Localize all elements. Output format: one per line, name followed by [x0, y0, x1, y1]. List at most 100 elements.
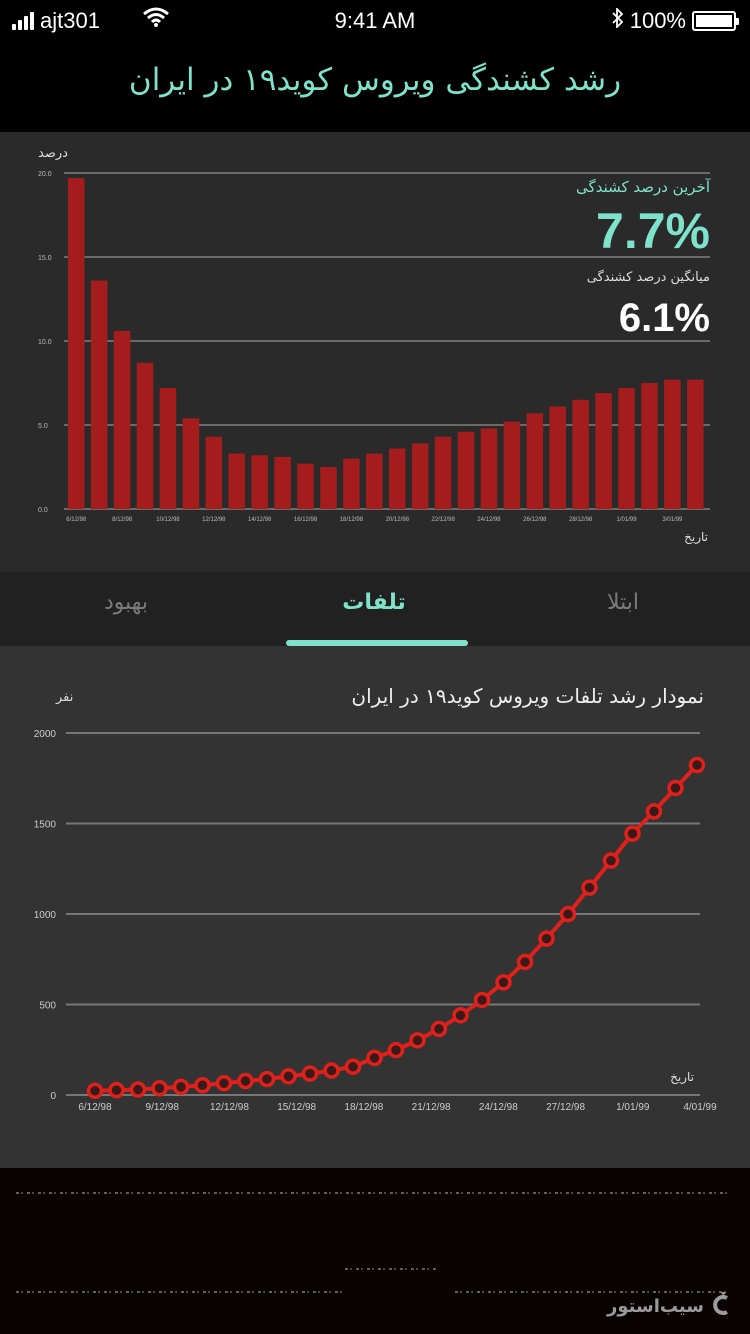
x-tick-label: 22/12/98 [431, 517, 455, 523]
x-tick-label: 10/12/98 [156, 517, 180, 523]
bar [136, 362, 154, 509]
x-tick-label: 9/12/98 [146, 1102, 180, 1113]
status-time: 9:41 AM [334, 8, 416, 33]
bar [182, 418, 200, 509]
bar [228, 453, 246, 509]
data-point [602, 852, 620, 869]
y-tick-label: 2000 [34, 729, 57, 740]
x-tick-label: 28/12/98 [569, 517, 593, 523]
bar [205, 436, 223, 509]
status-bar: ajt301 9:41 AM 100% [0, 0, 750, 40]
data-point [409, 1032, 426, 1049]
watermark: سیب‌استور [607, 1290, 732, 1321]
data-point [172, 1078, 190, 1096]
data-point [624, 825, 641, 842]
bar [389, 448, 406, 509]
x-tick-label: 12/12/98 [210, 1102, 249, 1113]
data-point [645, 803, 663, 820]
tab-bar: بهبود تلفات ابتلا [0, 572, 750, 646]
x-tick-label: 24/12/98 [477, 517, 501, 523]
deaths-line-chart: 0 500 1000 1500 2000 6/12/98 9/12/98 12/12/98 15… [34, 729, 717, 1113]
data-point [215, 1074, 233, 1092]
data-point [151, 1080, 168, 1097]
x-tick-label: 8/12/98 [112, 517, 133, 523]
x-tick-label: 16/12/98 [294, 517, 318, 523]
bar [411, 443, 429, 509]
data-point [387, 1041, 405, 1059]
data-point [430, 1020, 448, 1038]
bar [68, 178, 85, 509]
y-tick-label: 0.0 [38, 507, 48, 514]
blurred-text-line [455, 1291, 730, 1293]
bar [297, 463, 314, 509]
x-tick-label: 21/12/98 [412, 1102, 451, 1113]
bar [687, 379, 704, 509]
data-point [280, 1068, 297, 1085]
bar [618, 388, 635, 509]
tab-infections[interactable]: ابتلا [606, 590, 639, 615]
blurred-text-line [345, 1268, 437, 1270]
x-tick-label: 1/01/99 [616, 1102, 650, 1113]
fatality-rate-panel: درصد 0.0 5.0 10.0 15.0 20.0 6/12/98 8/12/98 10/… [0, 132, 750, 572]
y-axis-unit: نفر [56, 690, 74, 705]
x-tick-label: 18/12/98 [340, 517, 364, 523]
bar [549, 406, 567, 509]
x-axis-label: تاریخ [670, 1070, 694, 1084]
data-point [538, 930, 555, 947]
bar [90, 280, 108, 509]
data-point [108, 1081, 125, 1099]
bar [595, 393, 612, 509]
y-tick-label: 1500 [34, 820, 57, 831]
data-point [516, 953, 534, 971]
bar [526, 413, 544, 509]
page-title: رشد کشندگی ویروس کوید۱۹ در ایران [128, 62, 622, 98]
x-tick-label: 27/12/98 [546, 1102, 585, 1113]
data-point [473, 991, 491, 1009]
y-tick-label: 5.0 [38, 423, 48, 430]
y-tick-label: 500 [39, 1001, 56, 1012]
data-point [323, 1062, 340, 1079]
data-point [129, 1081, 147, 1098]
data-point [452, 1007, 469, 1024]
bar [320, 467, 337, 509]
x-tick-label: 4/01/99 [683, 1102, 717, 1113]
bar [251, 455, 268, 509]
y-tick-label: 0 [50, 1091, 56, 1102]
battery-percent: 100% [629, 8, 686, 33]
apple-logo-icon [710, 1290, 732, 1321]
x-tick-label: 12/12/98 [202, 517, 226, 523]
x-tick-label: 15/12/98 [277, 1102, 316, 1113]
data-point [559, 905, 577, 923]
data-point [194, 1076, 211, 1094]
blurred-text-line [16, 1291, 346, 1293]
data-point [667, 779, 684, 797]
tab-recovered[interactable]: بهبود [103, 590, 149, 615]
data-point [86, 1082, 104, 1100]
active-tab-indicator [286, 640, 468, 646]
x-tick-label: 6/12/98 [66, 517, 87, 523]
bar [113, 330, 131, 509]
bar [480, 428, 498, 509]
blurred-text-line [16, 1192, 728, 1194]
fatality-rate-bar-chart: 0.0 5.0 10.0 15.0 20.0 6/12/98 8/12/98 10/12/98… [38, 171, 710, 523]
footer [0, 1168, 750, 1334]
data-point [688, 756, 706, 774]
x-tick-label: 1/01/99 [617, 517, 638, 523]
bar [434, 436, 452, 509]
bar [274, 456, 291, 509]
tab-deaths[interactable]: تلفات [342, 590, 406, 615]
bar [664, 379, 681, 509]
data-point [344, 1058, 362, 1076]
bar [343, 458, 360, 509]
y-tick-label: 10.0 [38, 339, 52, 346]
average-rate-value: 6.1% [618, 296, 710, 340]
y-tick-label: 1000 [34, 910, 57, 921]
signal-icon [12, 12, 34, 30]
bar [159, 388, 177, 509]
data-point [581, 879, 598, 896]
data-point [495, 974, 512, 991]
data-point [237, 1072, 254, 1090]
average-rate-label: میانگین درصد کشندگی [586, 270, 710, 285]
bluetooth-icon [612, 6, 624, 34]
deaths-growth-panel: نمودار رشد تلفات ویروس کوید۱۹ در ایران ن… [0, 646, 750, 1168]
